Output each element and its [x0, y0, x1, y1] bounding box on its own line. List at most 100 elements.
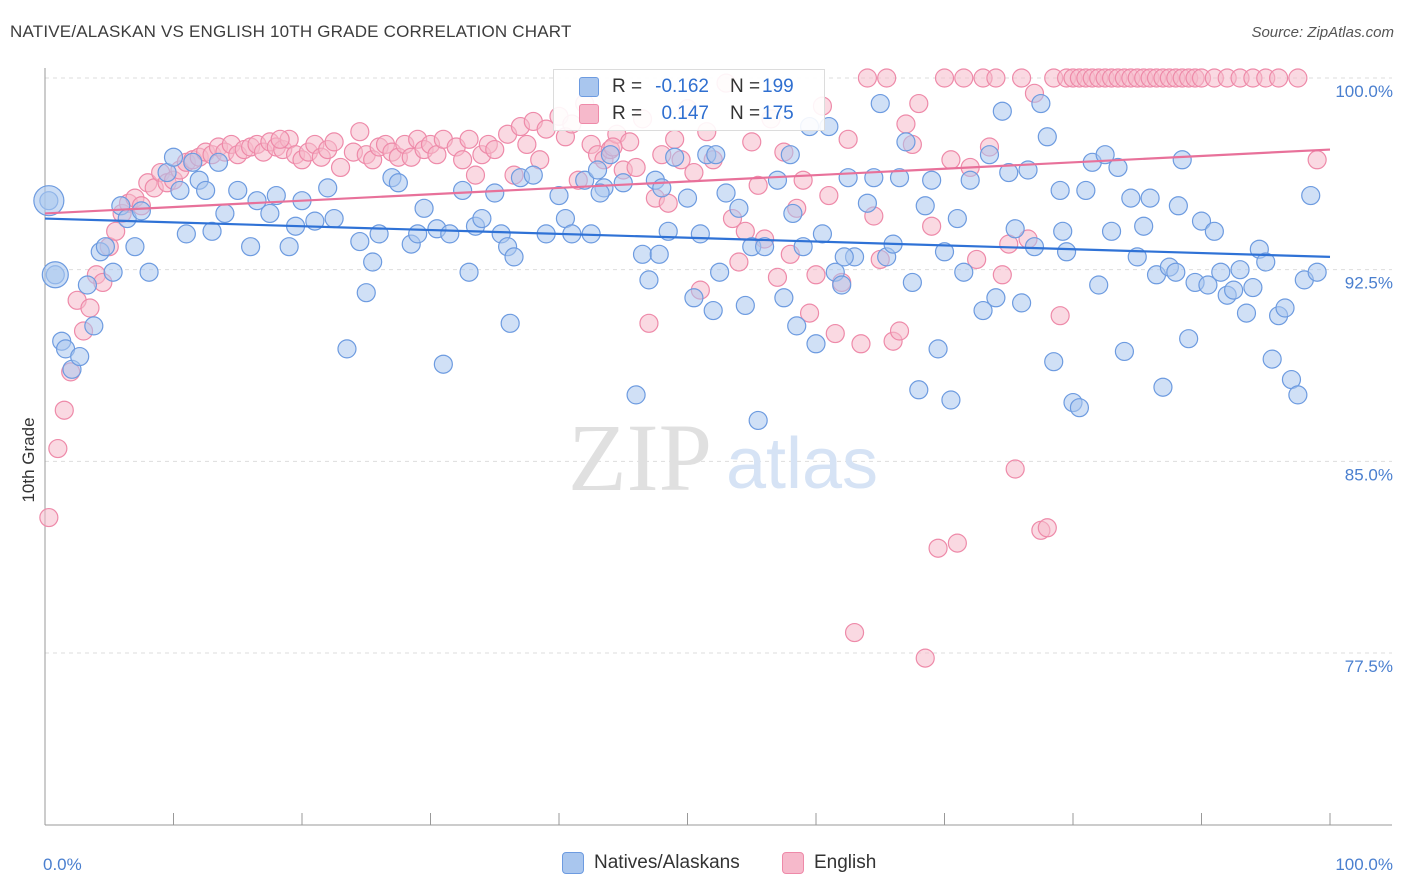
data-point: [350, 231, 370, 252]
blue-swatch-icon: [562, 852, 584, 874]
data-point: [196, 180, 216, 201]
r-value: -0.162: [655, 76, 709, 97]
legend-item-natives[interactable]: Natives/Alaskans: [562, 852, 740, 874]
data-point: [414, 198, 434, 218]
data-point: [960, 170, 980, 190]
data-point: [825, 323, 845, 344]
data-point: [934, 68, 955, 88]
y-tick-label: 92.5%: [1345, 274, 1393, 293]
data-point: [889, 321, 910, 341]
data-point: [793, 170, 813, 190]
data-point: [1050, 180, 1070, 201]
data-point: [783, 203, 803, 224]
data-point: [1307, 262, 1327, 282]
data-point: [163, 147, 184, 167]
data-point: [350, 122, 370, 142]
data-point: [1166, 262, 1186, 282]
data-point: [523, 165, 543, 185]
data-point: [575, 170, 595, 190]
data-point: [103, 262, 123, 282]
legend-label: English: [814, 852, 877, 873]
data-point: [992, 265, 1012, 285]
data-point: [729, 252, 749, 272]
data-point: [472, 208, 492, 229]
data-point: [215, 203, 235, 224]
data-point: [1172, 150, 1192, 170]
data-point: [986, 288, 1006, 308]
data-point: [780, 145, 800, 165]
x-tick-label: 100.0%: [1335, 855, 1393, 874]
data-point: [440, 224, 460, 244]
series-legend: Natives/Alaskans English: [0, 852, 1406, 878]
data-point: [39, 507, 59, 528]
data-point: [270, 129, 290, 149]
data-point: [973, 300, 993, 321]
data-point: [1108, 157, 1128, 178]
data-point: [870, 93, 890, 114]
data-point: [549, 185, 569, 206]
legend-row-english: R = 0.147 N = 175: [554, 101, 824, 127]
data-point: [1236, 303, 1257, 323]
legend-item-english[interactable]: English: [782, 852, 876, 874]
data-point: [1230, 260, 1250, 280]
data-point: [1288, 385, 1308, 405]
data-point: [851, 334, 871, 354]
data-point: [388, 173, 408, 193]
data-point: [806, 265, 826, 285]
y-tick-label: 85.0%: [1345, 465, 1393, 484]
data-point: [915, 648, 935, 668]
data-point: [896, 132, 916, 152]
data-point: [465, 165, 486, 185]
data-point: [967, 249, 987, 270]
data-point: [1076, 180, 1096, 201]
data-point: [1262, 349, 1282, 369]
data-point: [639, 313, 659, 333]
data-point: [665, 147, 685, 167]
data-point: [453, 180, 473, 201]
data-point: [684, 162, 704, 183]
data-point: [1037, 127, 1057, 147]
data-point: [485, 183, 505, 203]
data-point: [819, 185, 839, 206]
data-point: [909, 380, 929, 400]
data-point: [1037, 518, 1057, 538]
data-point: [459, 129, 479, 149]
data-point: [70, 346, 90, 367]
r-value: 0.147: [661, 103, 709, 124]
data-point: [767, 267, 788, 287]
data-point: [774, 288, 794, 308]
data-point: [748, 175, 768, 195]
stats-legend: R = -0.162 N = 199 R = 0.147 N = 175: [553, 69, 825, 131]
data-point: [1024, 237, 1045, 257]
data-point: [838, 129, 858, 149]
data-point: [922, 170, 942, 190]
data-point: [665, 129, 685, 149]
data-point: [934, 242, 955, 262]
data-point: [954, 262, 974, 282]
data-point: [941, 390, 961, 410]
y-tick-label: 77.5%: [1345, 657, 1393, 676]
data-point: [639, 270, 659, 290]
data-point: [1256, 252, 1276, 272]
pink-swatch-icon: [782, 852, 804, 874]
data-point: [902, 272, 922, 293]
legend-label: Natives/Alaskans: [594, 852, 740, 873]
data-point: [125, 237, 145, 257]
data-point: [889, 168, 910, 188]
data-point: [857, 193, 878, 213]
data-point: [1121, 188, 1141, 208]
data-point: [1243, 277, 1263, 298]
data-point: [626, 157, 646, 178]
data-point: [658, 221, 678, 241]
data-point: [922, 216, 942, 236]
y-axis-label: 10th Grade: [19, 417, 38, 502]
data-point: [947, 208, 967, 229]
data-point: [729, 198, 749, 218]
data-point: [1153, 377, 1173, 397]
data-point: [1288, 68, 1308, 88]
data-point: [632, 244, 653, 264]
data-point: [986, 68, 1006, 88]
data-point: [838, 168, 858, 188]
data-point: [600, 145, 621, 165]
pink-swatch-icon: [579, 104, 599, 124]
